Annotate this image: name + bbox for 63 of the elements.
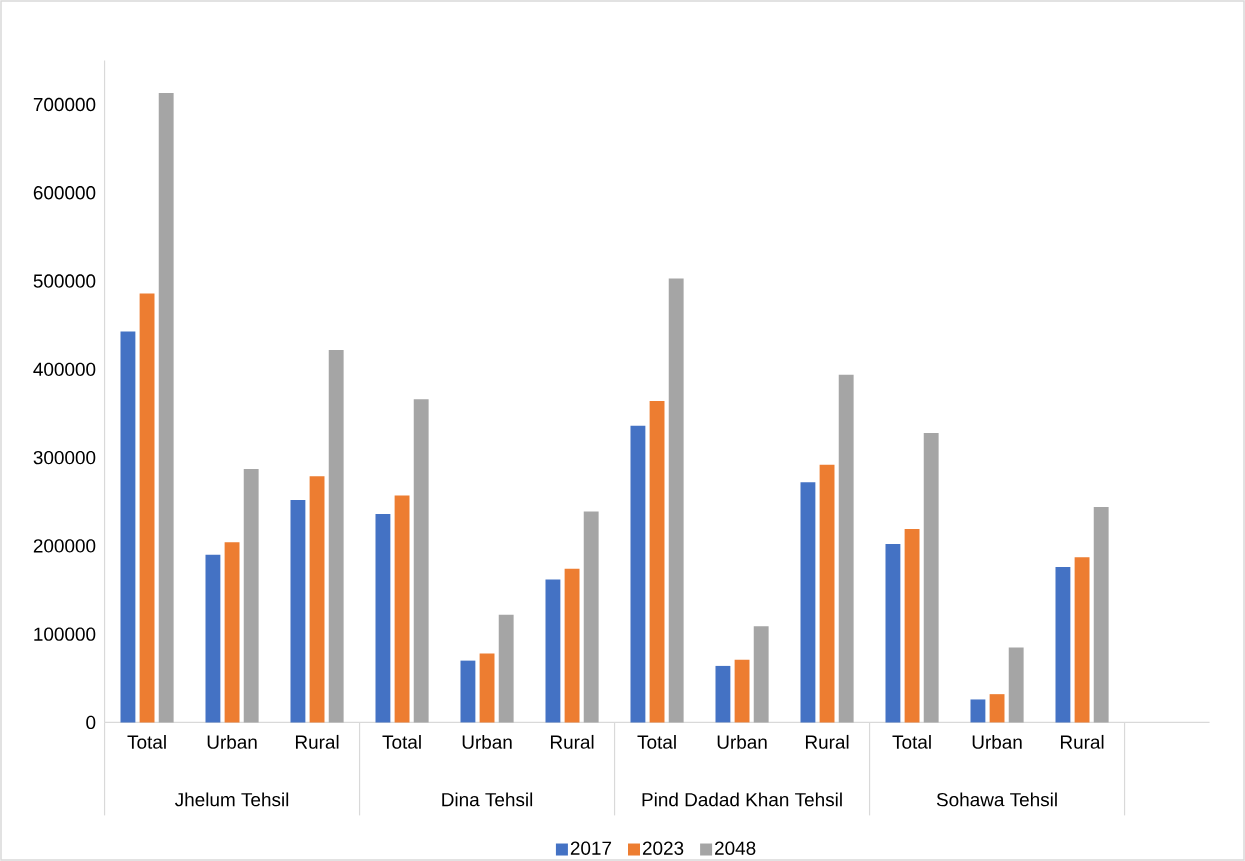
bar (120, 331, 136, 723)
legend-label: 2017 (570, 841, 612, 855)
x-tick-label: Total (382, 734, 421, 749)
text: Pind Dadad Khan Tehsil (642, 792, 842, 807)
x-tick-label: Total (127, 734, 166, 749)
bar (970, 699, 986, 723)
bar (479, 653, 495, 723)
text: Jhelum Tehsil (175, 792, 289, 807)
bar (498, 614, 514, 723)
bar (1008, 647, 1024, 723)
x-tick-label: Total (637, 734, 676, 749)
y-tick-label: 600000 (33, 186, 96, 200)
bar (1055, 567, 1071, 723)
bar (460, 660, 476, 723)
text: Sohawa Tehsil (936, 792, 1057, 807)
x-tick-label: Urban (207, 734, 257, 749)
bar (734, 659, 750, 723)
bar (800, 482, 816, 723)
bar (715, 665, 731, 723)
bar (205, 554, 221, 723)
bar (1093, 507, 1109, 723)
bar (328, 349, 344, 723)
bar (753, 626, 769, 723)
legend-label: 2023 (642, 841, 684, 855)
bar (139, 293, 155, 723)
x-tick-label: Total (892, 734, 931, 749)
x-tick-label: Urban (717, 734, 767, 749)
y-tick-label: 700000 (33, 97, 96, 112)
x-tick-label: Urban (462, 734, 512, 749)
x-tick-label: Rural (1060, 734, 1104, 749)
x-tick-label: Rural (805, 734, 849, 749)
bar (309, 476, 325, 723)
bar (583, 511, 599, 723)
bar (649, 401, 665, 723)
bar (885, 544, 901, 723)
y-tick-label: 400000 (33, 362, 96, 377)
bar (923, 432, 939, 723)
y-tick-label: 500000 (33, 274, 96, 288)
bar (413, 399, 429, 723)
bar (290, 499, 306, 723)
x-tick-label: Rural (295, 734, 339, 749)
bar (838, 374, 854, 723)
y-tick-label: 200000 (33, 539, 96, 553)
x-tick-label: Rural (550, 734, 594, 749)
legend-label: 2048 (715, 841, 756, 855)
bar (545, 579, 561, 723)
bar (904, 529, 920, 723)
y-tick-label: 100000 (34, 627, 96, 641)
bar (819, 464, 835, 723)
text: Dina Tehsil (442, 792, 533, 807)
bar (630, 425, 646, 723)
x-tick-label: Urban (972, 734, 1022, 749)
bar (243, 469, 259, 723)
bar (394, 495, 410, 723)
bar (224, 542, 240, 723)
y-tick-label: 0 (86, 715, 96, 730)
bar (1074, 557, 1090, 723)
bar (668, 278, 684, 723)
bar (989, 694, 1005, 723)
bar (158, 93, 174, 723)
bar (375, 514, 391, 723)
bar (564, 568, 580, 723)
y-tick-label: 300000 (33, 450, 96, 465)
